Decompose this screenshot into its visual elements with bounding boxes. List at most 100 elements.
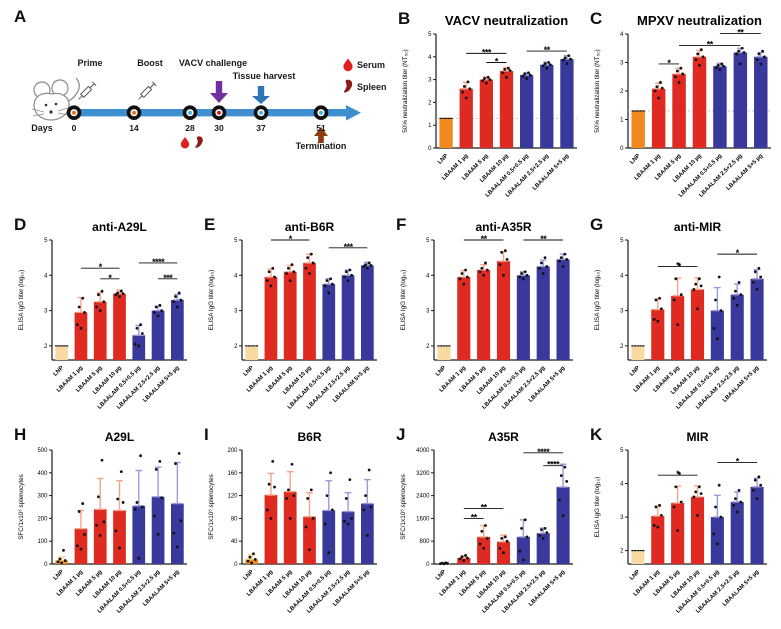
error-bars <box>653 477 762 518</box>
points-group-0 <box>439 117 453 119</box>
bar-2 <box>93 301 107 360</box>
panel-E-letter: E <box>204 215 216 234</box>
termination-label: Termination <box>296 141 347 151</box>
svg-text:5: 5 <box>234 238 238 244</box>
timeline-day-markers <box>66 105 329 120</box>
bar-0 <box>245 345 259 360</box>
significance-marks: ** <box>657 248 758 270</box>
svg-text:40: 40 <box>231 539 238 545</box>
points-group-2 <box>672 263 683 327</box>
svg-text:200: 200 <box>227 448 238 454</box>
svg-text:**: ** <box>707 39 714 49</box>
y-axis-label: ELISA IgG titer (log₁₀) <box>594 477 601 538</box>
significance-marks: ****** <box>466 45 567 67</box>
tissue-harvest-arrow <box>252 86 270 104</box>
syringe-icon-prime <box>78 81 97 100</box>
svg-text:LNP: LNP <box>243 365 256 378</box>
bar-3 <box>303 516 316 564</box>
points-group-1 <box>652 503 663 529</box>
svg-text:**: ** <box>540 234 547 244</box>
panel-K-chart: MIR 2 3 4 5 ELISA IgG titer (log₁₀) LNP LBAAM 1… <box>588 426 774 626</box>
svg-text:**: ** <box>544 45 551 55</box>
points-group-5 <box>153 460 164 536</box>
points-group-0 <box>56 548 67 565</box>
svg-text:3200: 3200 <box>416 471 430 477</box>
y-axis-ticks: 0 1 2 3 4 5 <box>428 32 436 152</box>
svg-text:4: 4 <box>44 273 48 279</box>
y-axis-ticks: 0 800 1600 2400 3200 4000 <box>416 448 434 568</box>
data-points <box>246 460 373 565</box>
panel-G-chart: anti-MIR 2 3 4 5 ELISA IgG titer (log₁₀) LNP LB… <box>588 216 774 422</box>
bar-1 <box>651 309 665 360</box>
bar-0 <box>55 345 69 360</box>
svg-text:***: *** <box>163 273 173 283</box>
svg-text:500: 500 <box>37 448 48 454</box>
bar-4 <box>710 517 724 564</box>
bar-6 <box>754 56 768 148</box>
bar-5 <box>730 501 744 564</box>
error-bars <box>266 253 372 285</box>
bar-3 <box>690 496 705 564</box>
points-group-1 <box>265 460 276 520</box>
bar-4 <box>516 275 530 360</box>
points-group-3 <box>498 249 509 277</box>
svg-text:2: 2 <box>234 344 238 350</box>
bar-6 <box>750 486 764 564</box>
points-group-5 <box>538 256 549 275</box>
bar-2 <box>477 536 491 564</box>
bar-0 <box>437 345 451 360</box>
day-51-marker <box>313 105 329 120</box>
vacv-challenge-label: VACV challenge <box>179 58 247 68</box>
y-axis-ticks: 2 3 4 5 <box>620 448 628 555</box>
timeline-diagram: Serum Spleen Prime Boost VACV challenge … <box>31 58 387 151</box>
svg-text:5: 5 <box>428 32 432 38</box>
panel-H: H A29L 0 100 200 300 400 500 SFC/1x10⁶ splenocy… <box>12 426 194 626</box>
legend-spleen-label: Spleen <box>357 82 387 92</box>
bar-4 <box>132 335 146 360</box>
points-group-1 <box>75 296 86 330</box>
error-bars <box>461 54 572 90</box>
svg-text:**: ** <box>737 27 744 37</box>
points-group-4 <box>712 483 723 546</box>
panel-J-letter: J <box>396 425 406 444</box>
y-axis-label: ELISA IgG titer (log₁₀) <box>18 270 25 331</box>
y-axis-label: SFC/1x10⁶ splenocytes <box>208 474 215 540</box>
svg-text:*: * <box>99 262 103 272</box>
chart-title: A35R <box>488 430 519 444</box>
data-points <box>631 472 763 552</box>
points-group-2 <box>95 289 106 312</box>
points-group-1 <box>652 296 663 323</box>
svg-text:3: 3 <box>620 309 624 315</box>
bar-4 <box>322 510 336 564</box>
svg-text:***: *** <box>482 47 492 57</box>
bar-3 <box>113 510 126 564</box>
points-group-6 <box>362 468 373 537</box>
svg-text:3: 3 <box>620 515 624 521</box>
points-group-2 <box>481 75 492 85</box>
bar-3 <box>113 293 126 360</box>
bar-6 <box>556 259 570 360</box>
chart-title: VACV neutralization <box>445 13 568 28</box>
points-group-6 <box>752 266 763 291</box>
points-group-5 <box>732 280 743 307</box>
svg-text:****: **** <box>547 460 560 470</box>
bar-2 <box>283 271 297 360</box>
svg-text:0: 0 <box>426 562 430 568</box>
panel-B: B VACV neutralization 0 1 2 3 4 5 50% neutraliz… <box>396 10 584 210</box>
panel-E: E anti-B6R 2 3 4 5 ELISA IgG titer (log₁₀) LNP… <box>202 216 384 422</box>
panel-C-chart: MPXV neutralization 0 1 2 3 4 50% neutralizati… <box>588 10 778 210</box>
day-30-marker <box>211 105 227 120</box>
serum-icon-day28 <box>180 137 190 149</box>
error-bars <box>654 47 766 90</box>
svg-text:**: ** <box>471 512 478 522</box>
chart-title: anti-A29L <box>92 220 147 234</box>
points-group-4 <box>518 518 529 562</box>
